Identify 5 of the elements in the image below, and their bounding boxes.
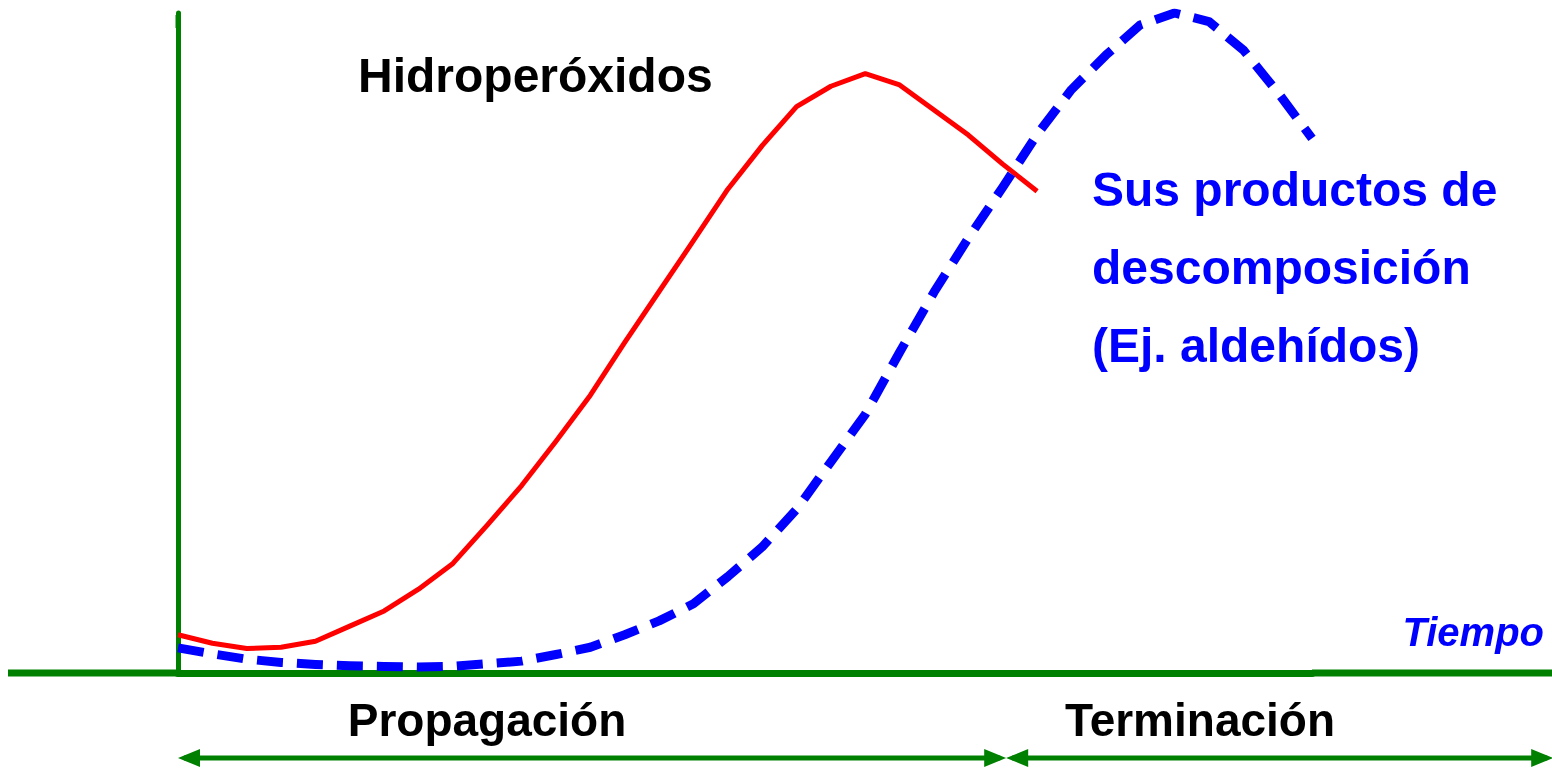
series-label: Sus productos de descomposición (Ej. aldehídos) — [1092, 162, 1511, 372]
series-label: Hidroperóxidos — [358, 48, 713, 102]
text: Propagación — [347, 694, 627, 746]
text: Terminación — [1064, 694, 1336, 746]
x-axis-title: Tiempo — [1402, 610, 1545, 654]
